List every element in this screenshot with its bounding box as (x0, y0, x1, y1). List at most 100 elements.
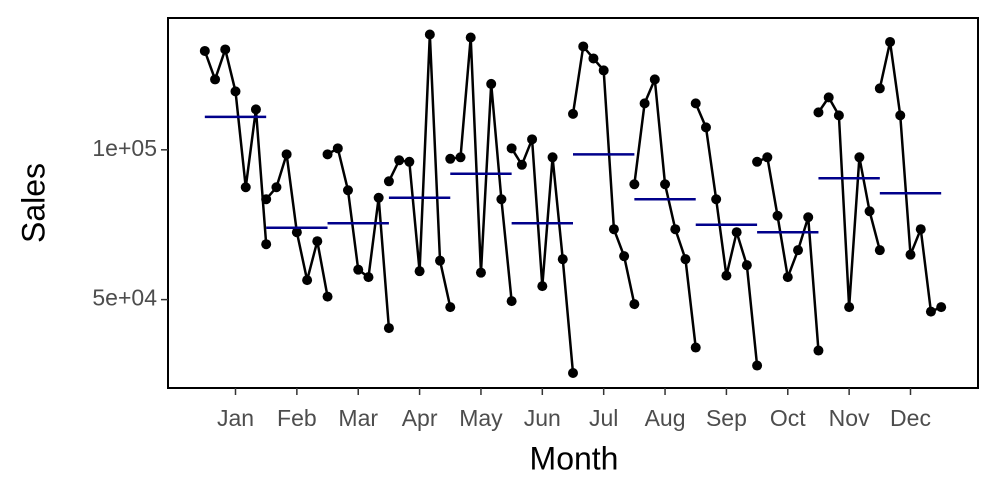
point (752, 156, 763, 167)
point (670, 224, 681, 235)
point (782, 272, 793, 283)
point (690, 98, 701, 109)
point (639, 98, 650, 109)
subseries-line (633, 78, 697, 348)
point (230, 86, 241, 97)
subseries-line (878, 41, 942, 314)
point (527, 134, 538, 145)
subseries-line (571, 43, 636, 305)
point (445, 302, 456, 313)
point (496, 194, 507, 205)
point (332, 143, 343, 154)
point (220, 44, 231, 55)
point (261, 239, 272, 250)
point (271, 182, 282, 193)
x-tick-label: Sep (706, 405, 747, 431)
point (516, 159, 527, 170)
point (568, 108, 578, 119)
point (414, 266, 425, 277)
point (690, 342, 701, 353)
point (302, 275, 313, 286)
point (578, 41, 589, 52)
plot-frame (167, 17, 979, 389)
point (813, 107, 824, 118)
point (752, 360, 763, 371)
point (864, 206, 875, 217)
point (210, 74, 221, 85)
point (312, 236, 323, 247)
point (844, 302, 855, 313)
point (435, 255, 446, 266)
point (649, 74, 660, 85)
point (486, 78, 497, 89)
point (465, 32, 476, 43)
point (895, 110, 906, 121)
point (281, 149, 292, 160)
x-tick-label: Feb (277, 405, 317, 431)
point (445, 153, 456, 164)
subseries-line (265, 153, 329, 297)
x-tick-label: Aug (645, 405, 686, 431)
point (772, 210, 783, 221)
point (925, 306, 936, 317)
x-tick-label: Mar (338, 405, 378, 431)
point (383, 323, 394, 334)
point (660, 179, 671, 190)
y-tick-label: 5e+04 (92, 285, 157, 311)
point (342, 185, 353, 196)
point (424, 29, 435, 40)
point (363, 272, 374, 283)
x-tick-label: Dec (890, 405, 931, 431)
x-tick-label: Apr (402, 405, 438, 431)
point (803, 212, 814, 223)
x-tick-label: May (459, 405, 503, 431)
point (823, 92, 834, 103)
point (629, 179, 640, 190)
point (874, 83, 885, 94)
point (394, 155, 405, 166)
point (741, 260, 752, 271)
point (905, 249, 916, 260)
point (874, 245, 885, 256)
point (475, 267, 486, 278)
point (936, 302, 947, 313)
point (291, 227, 302, 238)
point (813, 345, 824, 356)
point (629, 299, 640, 310)
subseries-line (326, 146, 391, 329)
point (322, 149, 333, 160)
x-tick-label: Jan (217, 405, 254, 431)
point (762, 152, 773, 163)
x-tick-label: Nov (829, 405, 870, 431)
point (915, 224, 926, 235)
point (537, 281, 548, 292)
point (721, 270, 732, 281)
y-tick-label: 1e+05 (92, 135, 157, 161)
point (793, 245, 804, 256)
point (250, 104, 261, 115)
point (608, 224, 619, 235)
point (731, 227, 742, 238)
point (885, 36, 896, 47)
point (322, 291, 333, 302)
x-tick-label: Jun (524, 405, 561, 431)
point (404, 156, 415, 167)
point (598, 65, 609, 76)
subseries-line (450, 37, 513, 302)
point (547, 152, 558, 163)
x-tick-label: Oct (770, 405, 806, 431)
point (619, 251, 630, 262)
subseries-line (817, 95, 882, 308)
y-axis-title: Sales (15, 163, 51, 243)
point (199, 45, 210, 56)
point (568, 368, 578, 379)
point (261, 194, 272, 205)
subseries-line (694, 102, 759, 366)
point (700, 122, 711, 133)
subseries-line (756, 155, 820, 351)
point (506, 143, 517, 154)
x-axis-title: Month (530, 440, 619, 476)
point (373, 192, 384, 203)
point (353, 264, 364, 275)
point (455, 152, 466, 163)
